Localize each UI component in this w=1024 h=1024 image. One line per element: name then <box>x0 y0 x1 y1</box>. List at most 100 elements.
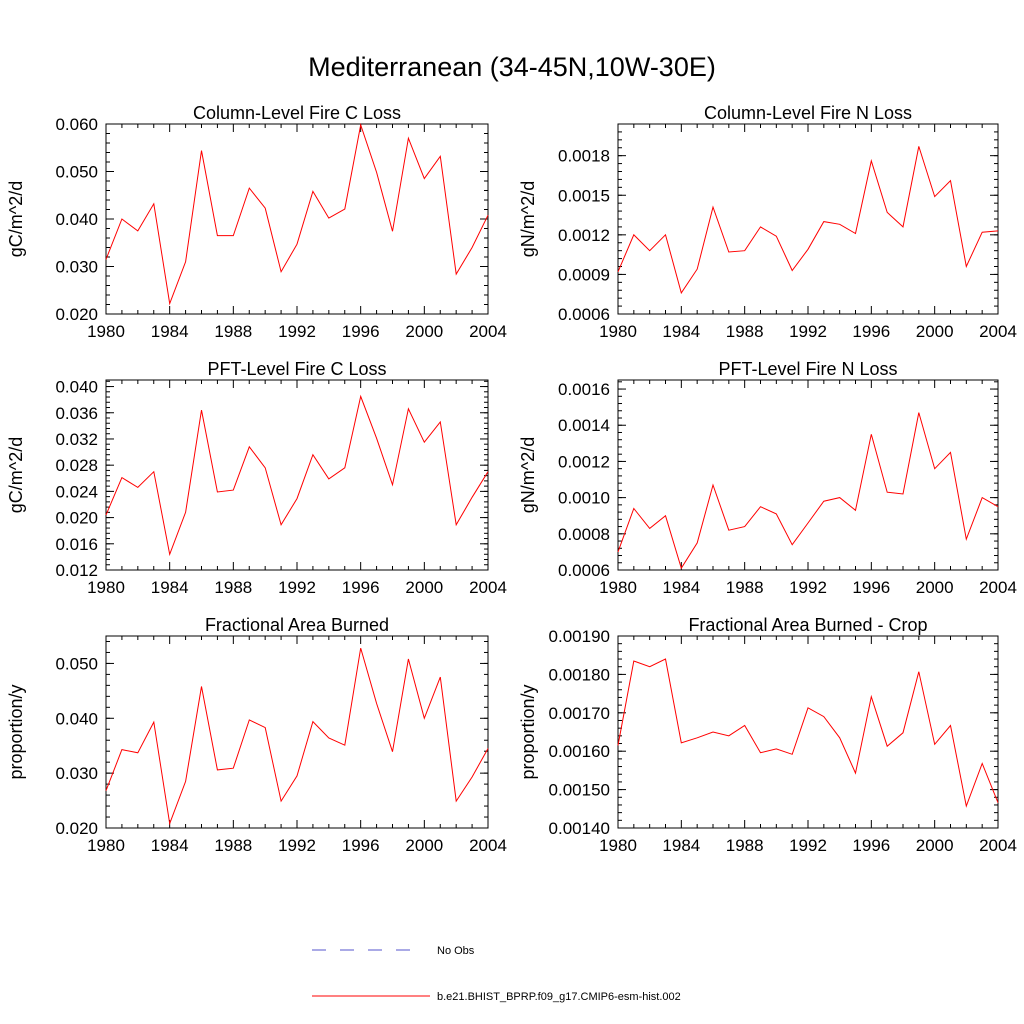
chart-panel-6: Fractional Area Burned - Crop proportion/… <box>518 615 1017 855</box>
x-tick-label: 1992 <box>789 322 827 341</box>
plot-frame <box>105 123 489 315</box>
y-tick-label: 0.00160 <box>549 742 610 761</box>
legend: No Obs b.e21.BHIST_BPRP.f09_g17.CMIP6-es… <box>312 945 681 1003</box>
y-tick-label: 0.050 <box>55 163 98 182</box>
x-tick-label: 2004 <box>469 836 507 855</box>
chart-panel-1: Column-Level Fire C Loss gC/m^2/d 1980 1984… <box>6 103 507 341</box>
y-tick-label: 0.024 <box>55 482 98 501</box>
y-tick-label: 0.0012 <box>558 452 610 471</box>
y-tick-label: 0.050 <box>55 654 98 673</box>
x-tick-label: 1988 <box>726 578 764 597</box>
panel-title: Fractional Area Burned <box>205 615 389 635</box>
y-tick-label: 0.028 <box>55 456 98 475</box>
x-tick-label: 1984 <box>662 836 700 855</box>
y-tick-label: 0.020 <box>55 509 98 528</box>
legend-no-obs-label: No Obs <box>437 945 475 957</box>
x-tick-label: 1996 <box>852 322 890 341</box>
x-tick-label: 2004 <box>469 322 507 341</box>
y-tick-label: 0.030 <box>55 258 98 277</box>
y-tick-label: 0.030 <box>55 764 98 783</box>
x-tick-label: 2004 <box>979 322 1017 341</box>
y-tick-label: 0.0006 <box>558 561 610 580</box>
chart-panel-2: Column-Level Fire N Loss gN/m^2/d 1980 1984… <box>518 103 1017 341</box>
x-tick-label: 1992 <box>789 836 827 855</box>
x-tick-label: 1996 <box>342 578 380 597</box>
chart-panel-3: PFT-Level Fire C Loss gC/m^2/d 1980 1984 198… <box>6 359 507 597</box>
x-tick-label: 1992 <box>278 322 316 341</box>
series-line <box>617 412 999 570</box>
plot-frame <box>617 635 999 829</box>
y-tick-label: 0.040 <box>55 709 98 728</box>
y-tick-label: 0.036 <box>55 404 98 423</box>
y-tick-label: 0.020 <box>55 819 98 838</box>
x-tick-label: 1980 <box>87 322 125 341</box>
x-tick-label: 1980 <box>87 578 125 597</box>
y-tick-label: 0.0012 <box>558 226 610 245</box>
y-tick-label: 0.032 <box>55 430 98 449</box>
y-tick-label: 0.0015 <box>558 186 610 205</box>
plot-frame <box>105 635 489 829</box>
y-tick-label: 0.00170 <box>549 704 610 723</box>
panel-title: PFT-Level Fire C Loss <box>207 359 386 379</box>
y-tick-label: 0.00150 <box>549 781 610 800</box>
x-tick-label: 1992 <box>789 578 827 597</box>
y-axis-label: proportion/y <box>518 684 538 779</box>
y-tick-label: 0.016 <box>55 535 98 554</box>
y-tick-label: 0.020 <box>55 305 98 324</box>
x-tick-label: 2000 <box>405 322 443 341</box>
x-tick-label: 1992 <box>278 578 316 597</box>
y-tick-label: 0.0014 <box>558 416 610 435</box>
panel-title: Fractional Area Burned - Crop <box>688 615 927 635</box>
y-tick-label: 0.0010 <box>558 489 610 508</box>
y-axis-label: gC/m^2/d <box>6 437 26 513</box>
chart-panel-5: Fractional Area Burned proportion/y 1980 19… <box>6 615 507 855</box>
plot-frame <box>105 379 489 571</box>
panel-title: Column-Level Fire N Loss <box>704 103 912 123</box>
x-tick-label: 2000 <box>916 836 954 855</box>
x-tick-label: 1980 <box>87 836 125 855</box>
series-line <box>105 394 489 557</box>
plot-frame <box>617 123 999 315</box>
y-tick-label: 0.0016 <box>558 380 610 399</box>
y-axis-label: gC/m^2/d <box>6 181 26 257</box>
x-tick-label: 1980 <box>599 322 637 341</box>
y-axis-label: proportion/y <box>6 684 26 779</box>
plot-frame <box>617 379 999 571</box>
legend-model-label: b.e21.BHIST_BPRP.f09_g17.CMIP6-esm-hist.… <box>437 991 681 1003</box>
y-tick-label: 0.040 <box>55 210 98 229</box>
chart-panel-4: PFT-Level Fire N Loss gN/m^2/d 1980 1984 198… <box>518 359 1017 597</box>
x-tick-label: 2004 <box>979 836 1017 855</box>
x-tick-label: 2000 <box>916 322 954 341</box>
x-tick-label: 1988 <box>214 578 252 597</box>
x-tick-label: 1988 <box>214 322 252 341</box>
y-tick-label: 0.0009 <box>558 265 610 284</box>
y-tick-label: 0.060 <box>55 115 98 134</box>
series-line <box>105 647 489 826</box>
x-tick-label: 1984 <box>662 322 700 341</box>
y-tick-label: 0.00140 <box>549 819 610 838</box>
x-tick-label: 2000 <box>405 578 443 597</box>
x-tick-label: 2000 <box>405 836 443 855</box>
y-tick-label: 0.012 <box>55 561 98 580</box>
x-tick-label: 1996 <box>852 578 890 597</box>
x-tick-label: 1984 <box>151 578 189 597</box>
x-tick-label: 1996 <box>342 322 380 341</box>
y-axis-label: gN/m^2/d <box>518 181 538 257</box>
x-tick-label: 1988 <box>726 836 764 855</box>
x-tick-label: 1980 <box>599 836 637 855</box>
y-tick-label: 0.0008 <box>558 525 610 544</box>
panel-title: Column-Level Fire C Loss <box>193 103 401 123</box>
x-tick-label: 2000 <box>916 578 954 597</box>
y-tick-label: 0.00190 <box>549 627 610 646</box>
y-tick-label: 0.0006 <box>558 305 610 324</box>
panel-title: PFT-Level Fire N Loss <box>718 359 897 379</box>
y-tick-label: 0.0018 <box>558 147 610 166</box>
x-tick-label: 1984 <box>151 322 189 341</box>
x-tick-label: 1988 <box>726 322 764 341</box>
x-tick-label: 1980 <box>599 578 637 597</box>
figure-title: Mediterranean (34-45N,10W-30E) <box>308 52 716 82</box>
y-tick-label: 0.040 <box>55 378 98 397</box>
series-line <box>617 658 999 808</box>
y-axis-label: gN/m^2/d <box>518 437 538 513</box>
